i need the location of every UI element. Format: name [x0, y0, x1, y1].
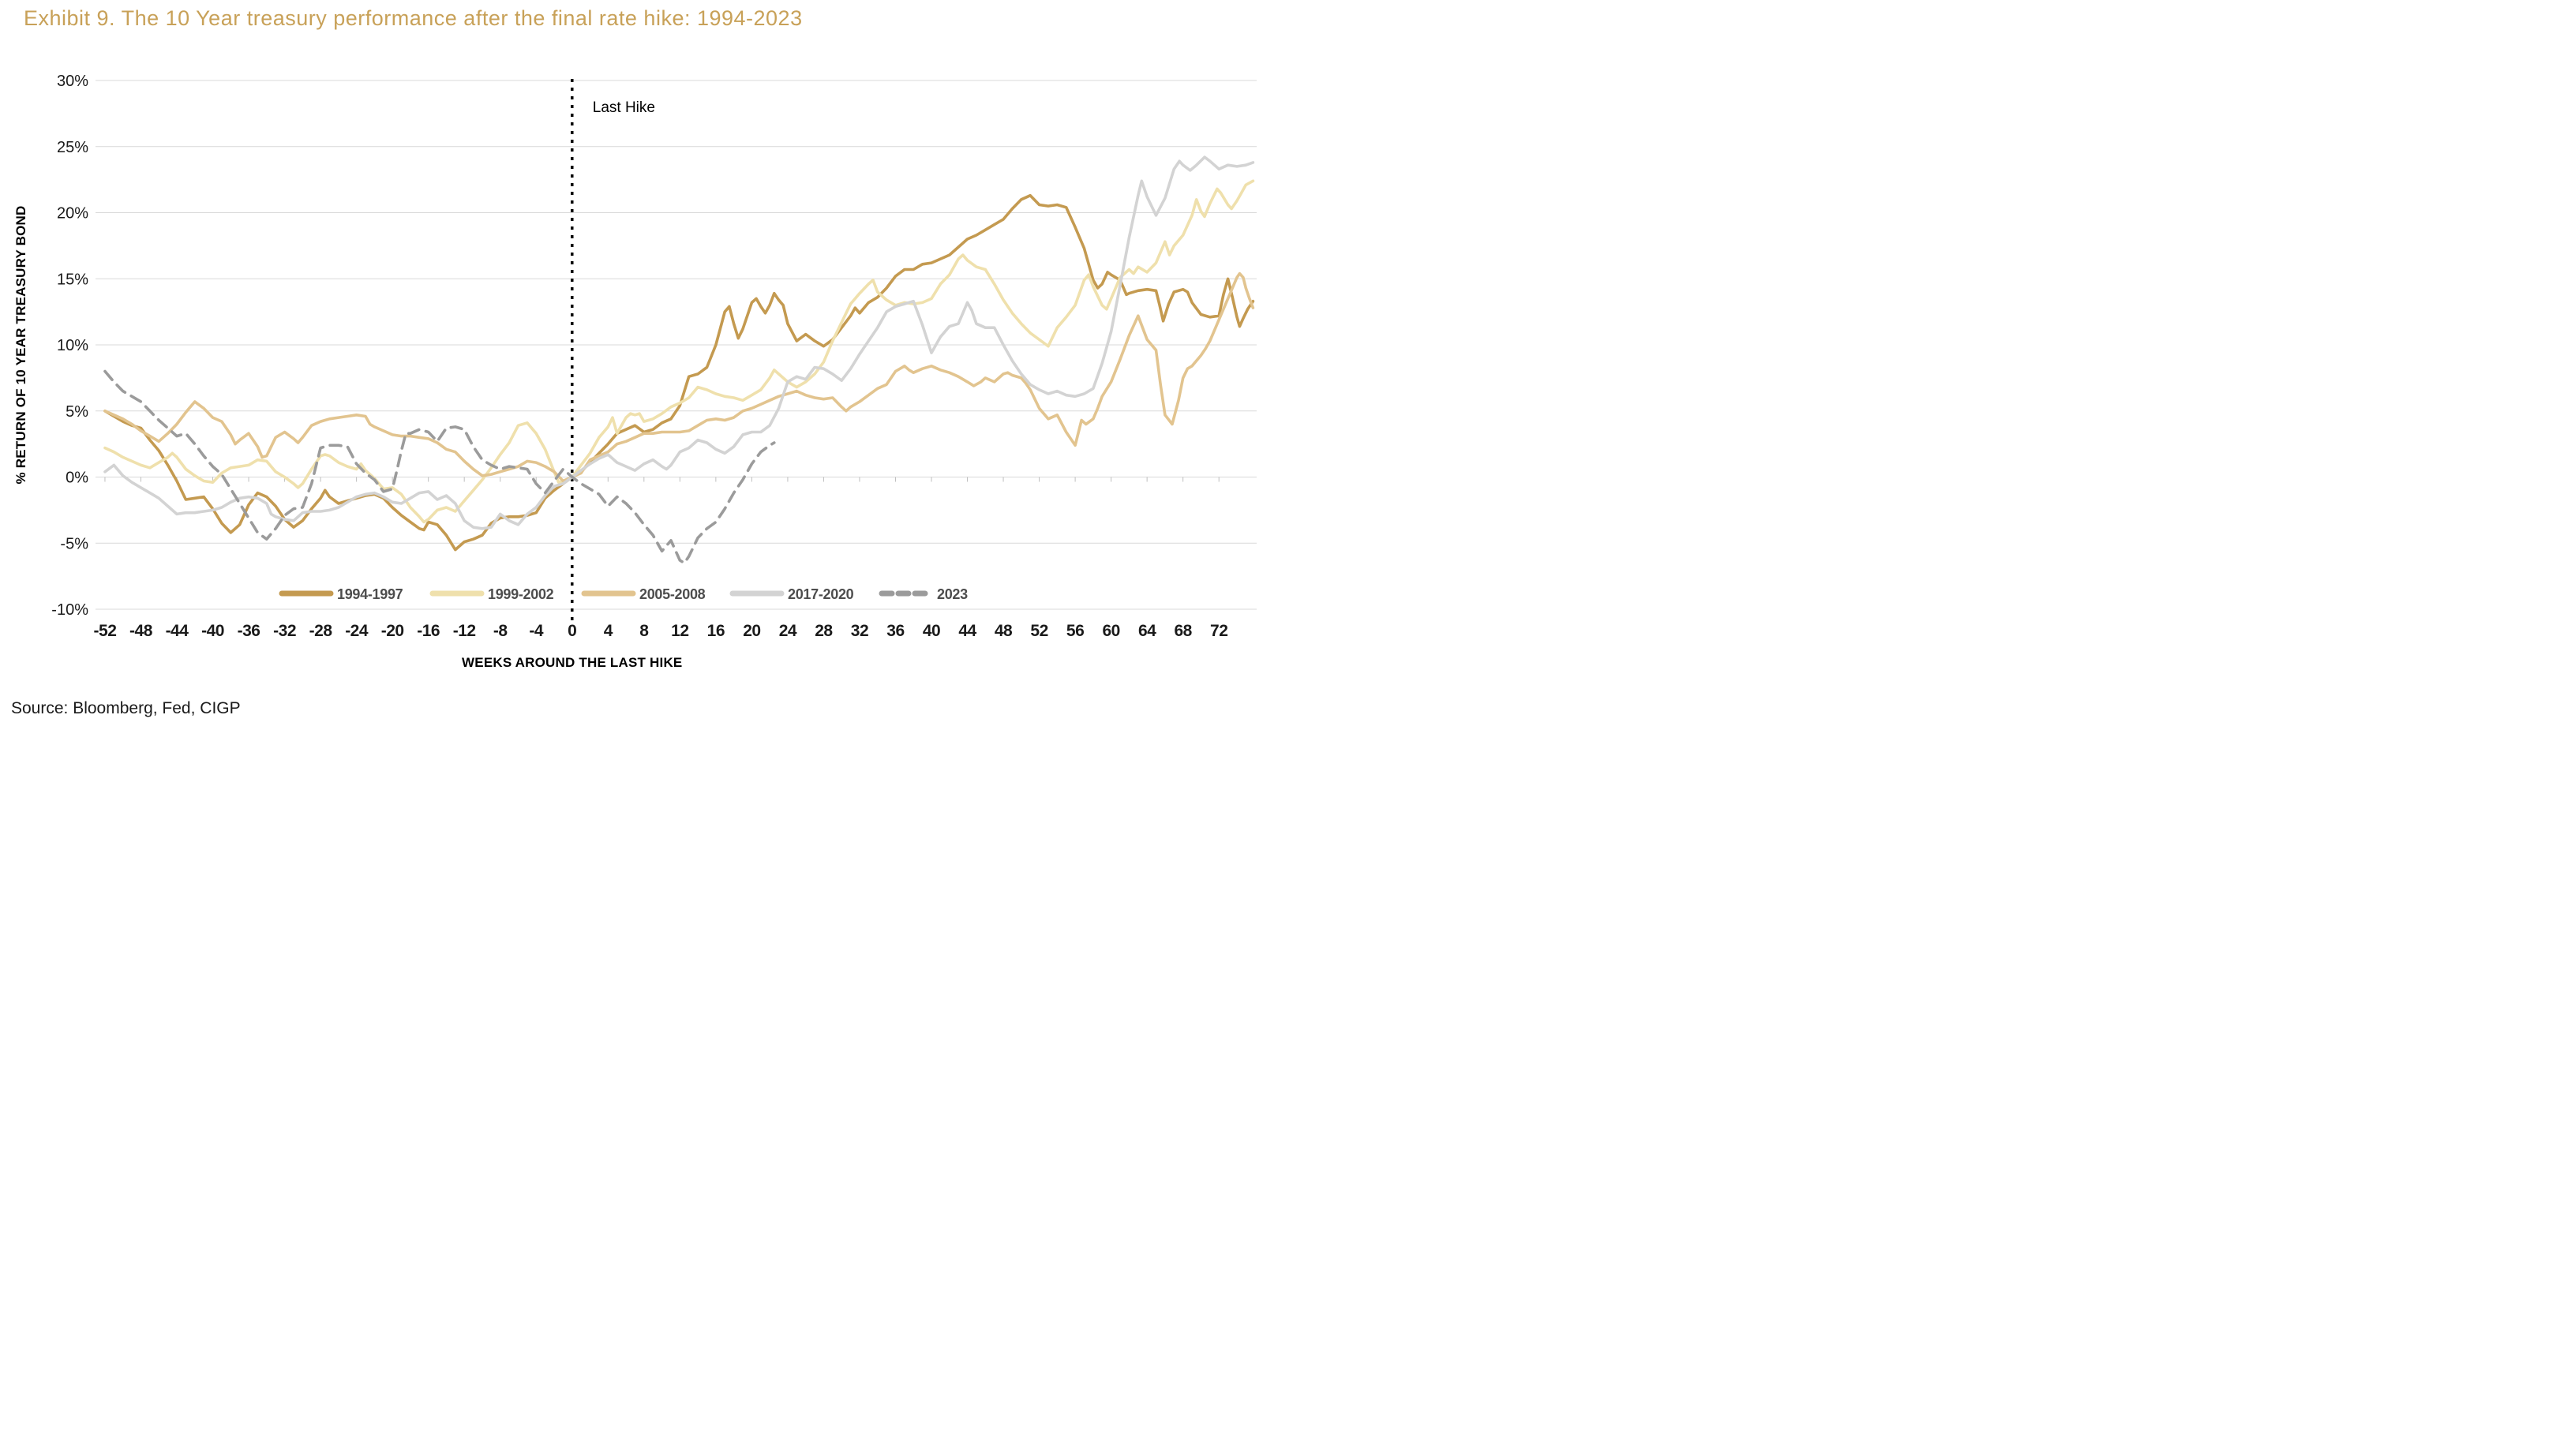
ytick-label--5: -5% — [60, 535, 88, 552]
xtick-label--36: -36 — [238, 622, 260, 640]
last-hike-label: Last Hike — [593, 99, 655, 116]
series-1999-2002 — [103, 179, 1255, 524]
xtick-label-48: 48 — [995, 622, 1013, 640]
line-chart: 30%25%20%15%10%5%0%-5%-10%-52 -48 -44 -40 -3… — [13, 73, 1257, 670]
xtick-label--44: -44 — [166, 622, 189, 640]
legend-label-1999-2002: 1999-2002 — [488, 586, 554, 602]
xtick-label-4: 4 — [604, 622, 613, 640]
ytick-label-30: 30% — [57, 73, 88, 90]
ytick-label-0: 0% — [66, 470, 88, 487]
series-2005-2008 — [103, 271, 1255, 483]
ytick-label-5: 5% — [66, 403, 88, 421]
legend-label-1994-1997: 1994-1997 — [337, 586, 403, 602]
xtick-label--52: -52 — [94, 622, 117, 640]
xtick-label-68: 68 — [1174, 622, 1192, 640]
xtick-label-44: 44 — [958, 622, 976, 640]
xtick-label--32: -32 — [273, 622, 296, 640]
xtick-label-8: 8 — [639, 622, 649, 640]
ytick-label-20: 20% — [57, 205, 88, 223]
xtick-label-24: 24 — [779, 622, 797, 640]
xtick-label--40: -40 — [201, 622, 224, 640]
series-1994-1997 — [103, 193, 1255, 552]
series-2017-2020 — [103, 155, 1255, 530]
xtick-label-72: 72 — [1210, 622, 1227, 640]
ytick-label--10: -10% — [51, 601, 88, 619]
xtick-label--16: -16 — [417, 622, 440, 640]
ytick-label-10: 10% — [57, 337, 88, 354]
xtick-label-64: 64 — [1138, 622, 1156, 640]
xtick-label--12: -12 — [453, 622, 476, 640]
xtick-label--8: -8 — [493, 622, 508, 640]
legend-label-2005-2008: 2005-2008 — [639, 586, 706, 602]
xtick-label-36: 36 — [886, 622, 904, 640]
xtick-label--48: -48 — [129, 622, 153, 640]
xtick-label--4: -4 — [529, 622, 543, 640]
xtick-label-12: 12 — [671, 622, 688, 640]
y-axis-title: % RETURN OF 10 YEAR TREASURY BOND — [13, 206, 28, 485]
xtick-label-52: 52 — [1030, 622, 1047, 640]
xtick-label-20: 20 — [743, 622, 760, 640]
xtick-label-0: 0 — [568, 622, 576, 640]
xtick-label--28: -28 — [309, 622, 333, 640]
page-title: Exhibit 9. The 10 Year treasury performa… — [24, 6, 803, 30]
xtick-label-28: 28 — [815, 622, 833, 640]
xtick-label--24: -24 — [345, 622, 369, 640]
chart-page: Exhibit 9. The 10 Year treasury performa… — [0, 0, 1284, 728]
legend-label-2023: 2023 — [937, 586, 968, 602]
xtick-label-32: 32 — [851, 622, 868, 640]
xtick-label-40: 40 — [923, 622, 940, 640]
legend-label-2017-2020: 2017-2020 — [788, 586, 854, 602]
source-note: Source: Bloomberg, Fed, CIGP — [11, 699, 241, 717]
xtick-label--20: -20 — [381, 622, 404, 640]
xtick-label-16: 16 — [707, 622, 725, 640]
x-axis-title: WEEKS AROUND THE LAST HIKE — [462, 655, 682, 670]
ytick-label-25: 25% — [57, 139, 88, 156]
series-2023 — [103, 369, 776, 565]
xtick-label-56: 56 — [1066, 622, 1084, 640]
ytick-label-15: 15% — [57, 271, 88, 288]
xtick-label-60: 60 — [1102, 622, 1119, 640]
